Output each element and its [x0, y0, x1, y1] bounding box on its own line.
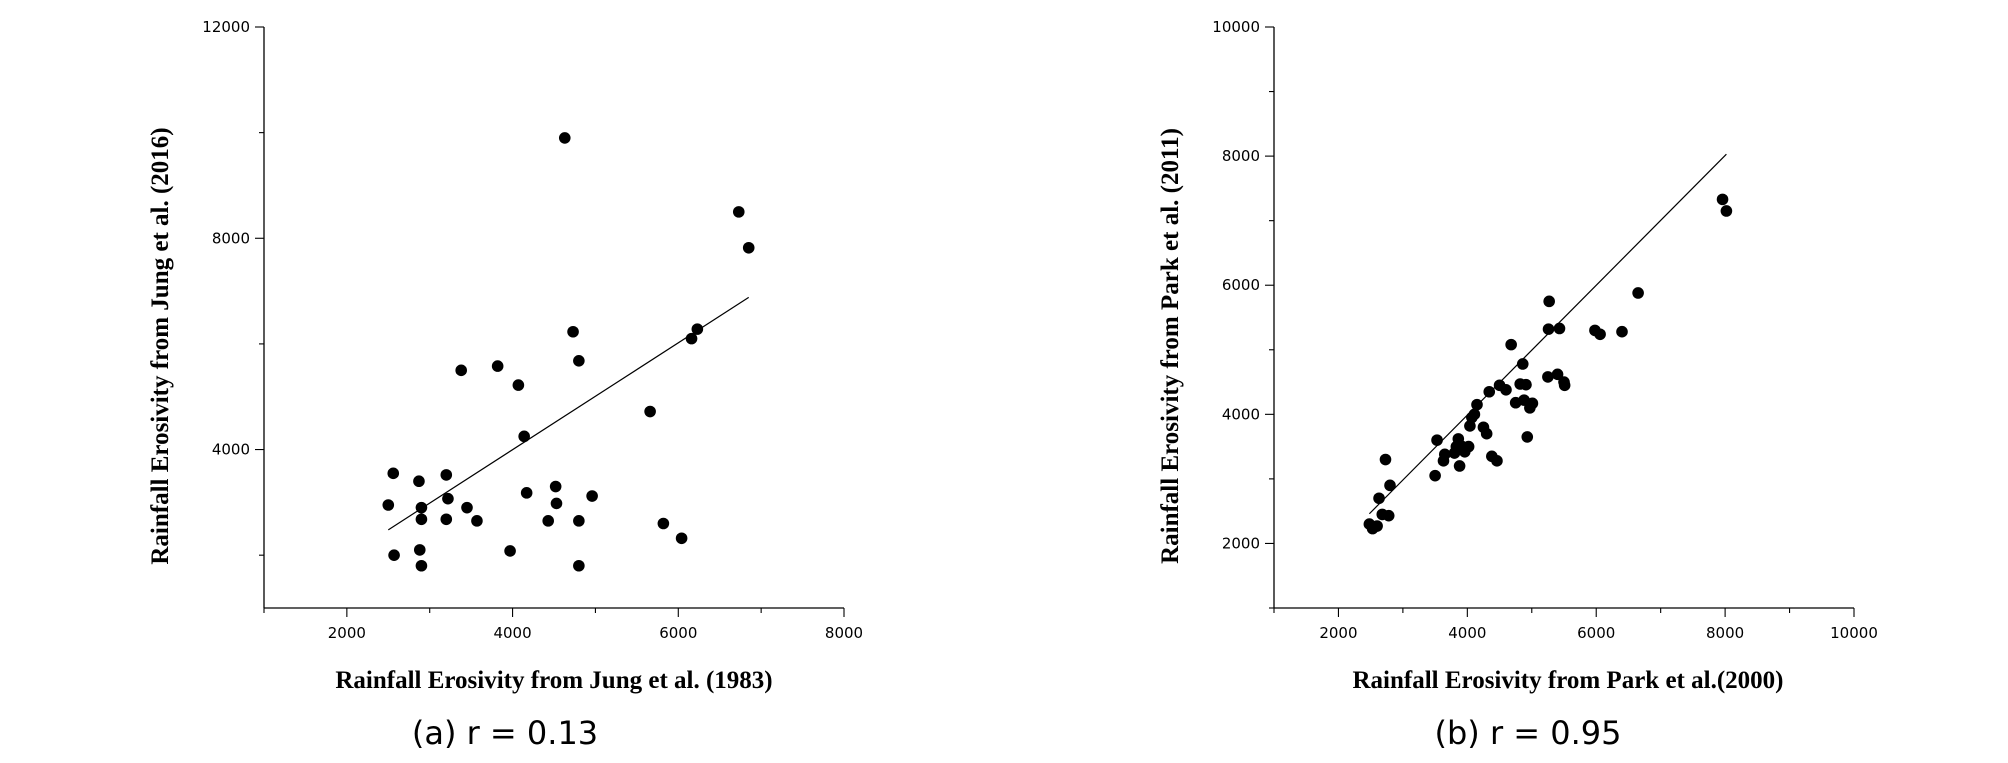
data-point — [573, 515, 585, 527]
data-point — [1462, 440, 1475, 453]
data-point — [1716, 193, 1729, 206]
data-point — [1373, 492, 1385, 505]
data-point — [1480, 427, 1493, 440]
data-point — [549, 480, 562, 493]
data-point — [550, 497, 563, 510]
data-point — [1483, 385, 1496, 398]
data-point — [504, 545, 516, 557]
x-tick-label: 2000 — [1319, 624, 1357, 642]
data-point — [440, 513, 453, 526]
data-point — [471, 515, 483, 527]
data-point — [413, 544, 426, 556]
data-point — [1632, 287, 1644, 299]
data-point — [558, 132, 571, 144]
scatter-panel-b: 2000 4000 6000 8000 10000 2000 4000 6000 8000 100… — [1157, 18, 1878, 752]
data-point — [1526, 397, 1539, 410]
panel-b-x-axis-label: Rainfall Erosivity from Park et al.(2000… — [1353, 667, 1784, 694]
data-point — [461, 501, 473, 514]
x-tick-label: 8000 — [825, 624, 863, 642]
data-point — [442, 492, 454, 505]
data-point — [1431, 434, 1443, 446]
panel-a-fit-line — [387, 296, 750, 531]
data-point — [644, 405, 656, 418]
data-point — [1520, 378, 1532, 391]
data-point — [586, 490, 598, 502]
data-point — [1542, 323, 1555, 335]
panel-b-axes — [1273, 27, 1854, 609]
panel-a-y-axis-label: Rainfall Erosivity from Jung et al. (201… — [147, 127, 174, 564]
panel-a-axes — [263, 27, 844, 609]
data-point — [1551, 368, 1564, 381]
data-point — [440, 469, 453, 481]
data-point — [1379, 453, 1392, 466]
data-point — [520, 487, 533, 499]
x-tick-label: 4000 — [493, 624, 531, 642]
data-point — [567, 325, 579, 338]
data-point — [1382, 509, 1395, 522]
y-tick-label: 12000 — [202, 18, 250, 36]
data-point — [542, 515, 554, 527]
data-point — [657, 517, 670, 530]
data-point — [455, 364, 468, 377]
x-tick-label: 6000 — [1577, 624, 1615, 642]
data-point — [742, 241, 755, 254]
data-point — [1542, 371, 1554, 383]
data-point — [732, 206, 745, 218]
data-point — [573, 559, 585, 572]
data-point — [1438, 448, 1451, 461]
data-point — [1453, 460, 1466, 472]
data-point — [491, 360, 504, 372]
data-point — [1500, 384, 1512, 396]
x-tick-label: 10000 — [1830, 624, 1878, 642]
panel-b-fit-line — [1368, 153, 1727, 515]
y-tick-label: 4000 — [212, 441, 250, 459]
data-point — [1468, 408, 1481, 421]
x-tick-label: 6000 — [659, 624, 697, 642]
data-point — [1594, 328, 1606, 341]
data-point — [573, 355, 585, 367]
panel-b-ticks: 2000 4000 6000 8000 10000 2000 4000 6000 8000 100… — [1212, 18, 1878, 642]
panel-b-y-axis-label: Rainfall Erosivity from Park et al. (201… — [1157, 128, 1184, 564]
data-point — [675, 532, 688, 545]
panel-a-points — [382, 132, 755, 572]
x-tick-label: 2000 — [328, 624, 366, 642]
y-tick-label: 2000 — [1222, 534, 1260, 552]
data-point — [512, 379, 525, 391]
x-tick-label: 8000 — [1706, 624, 1744, 642]
data-point — [415, 513, 428, 526]
y-tick-label: 10000 — [1212, 18, 1260, 36]
data-point — [1505, 338, 1517, 351]
data-point — [415, 559, 428, 572]
data-point — [1516, 358, 1529, 370]
y-tick-label: 4000 — [1222, 405, 1260, 423]
data-point — [1384, 479, 1396, 492]
data-point — [413, 475, 425, 488]
y-tick-label: 8000 — [212, 229, 250, 247]
data-point — [388, 549, 400, 561]
panel-b-points — [1363, 193, 1733, 535]
data-point — [1491, 455, 1503, 467]
data-point — [1553, 322, 1566, 335]
data-point — [1616, 325, 1628, 338]
y-tick-label: 8000 — [1222, 147, 1260, 165]
data-point — [1558, 379, 1571, 392]
data-point — [518, 430, 530, 443]
panel-a-caption: (a) r = 0.13 — [412, 714, 598, 752]
data-point — [1521, 431, 1534, 443]
panel-a-ticks: 2000 4000 6000 8000 4000 8000 12000 — [202, 18, 863, 642]
data-point — [382, 499, 395, 511]
data-point — [1371, 520, 1383, 532]
scatter-panel-a: 2000 4000 6000 8000 4000 8000 12000 Rainfall E… — [147, 18, 863, 752]
y-tick-label: 6000 — [1222, 276, 1260, 294]
data-point — [387, 467, 400, 480]
data-point — [1429, 469, 1441, 482]
panel-a-x-axis-label: Rainfall Erosivity from Jung et al. (198… — [335, 667, 772, 694]
data-point — [1720, 205, 1733, 217]
panel-b-caption: (b) r = 0.95 — [1434, 714, 1621, 752]
x-tick-label: 4000 — [1448, 624, 1486, 642]
data-point — [1543, 295, 1555, 308]
